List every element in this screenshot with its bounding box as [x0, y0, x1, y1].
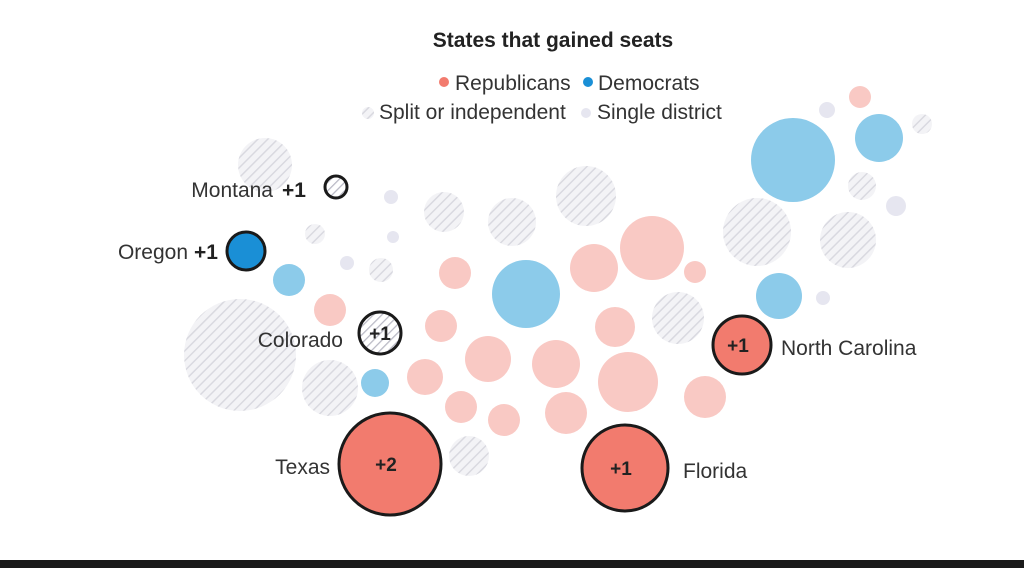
bubble-democrat	[361, 369, 389, 397]
bubble-single-district	[819, 102, 835, 118]
bubble-democrat	[273, 264, 305, 296]
legend-swatch-democrats	[583, 77, 593, 87]
bubble-republican	[684, 261, 706, 283]
bubble-republican	[545, 392, 587, 434]
bubble-republican	[598, 352, 658, 412]
bottom-rule	[0, 560, 1024, 568]
bubble-republican	[407, 359, 443, 395]
bubble-republican	[849, 86, 871, 108]
bubble-single-district	[384, 190, 398, 204]
bubble-split	[238, 138, 292, 192]
bubble-split	[184, 299, 296, 411]
legend-label-republicans: Republicans	[455, 72, 571, 95]
state-label-colorado: Colorado	[258, 329, 343, 352]
bubble-split	[449, 436, 489, 476]
bubble-oregon	[225, 230, 267, 272]
bubble-republican	[570, 244, 618, 292]
bubble-single-district	[816, 291, 830, 305]
bubble-split	[302, 360, 358, 416]
bubble-republican	[532, 340, 580, 388]
chart-title: States that gained seats	[433, 29, 673, 52]
bubble-republican	[439, 257, 471, 289]
legend-swatch-split	[362, 107, 374, 119]
bubble-montana	[323, 174, 349, 200]
legend-swatch-single	[581, 108, 591, 118]
bubble-split	[912, 114, 932, 134]
bubble-split	[369, 258, 393, 282]
bubble-single-district	[340, 256, 354, 270]
state-label-montana: Montana	[191, 179, 273, 202]
bubble-split	[652, 292, 704, 344]
bubble-split	[305, 224, 325, 244]
bubble-single-district	[387, 231, 399, 243]
bubble-republican	[595, 307, 635, 347]
bubble-republican	[488, 404, 520, 436]
bubble-democrat	[751, 118, 835, 202]
bubble-split	[488, 198, 536, 246]
bubble-florida	[580, 423, 670, 513]
bubble-split	[848, 172, 876, 200]
seat-change-montana: +1	[282, 179, 306, 202]
bubble-split	[820, 212, 876, 268]
seat-change-texas: +2	[375, 455, 397, 476]
seat-change-north-carolina: +1	[727, 336, 749, 357]
legend-label-split: Split or independent	[379, 101, 566, 124]
bubble-republican	[620, 216, 684, 280]
bubble-single-district	[886, 196, 906, 216]
bubble-democrat	[492, 260, 560, 328]
legend: Republicans Democrats Split or independe…	[362, 72, 722, 124]
bubble-republican	[684, 376, 726, 418]
state-label-north-carolina: North Carolina	[781, 337, 917, 360]
bubble-republican	[314, 294, 346, 326]
bubble-colorado	[357, 310, 403, 356]
state-label-oregon: Oregon	[118, 241, 188, 264]
state-label-florida: Florida	[683, 460, 748, 483]
seat-change-florida: +1	[610, 459, 632, 480]
legend-label-democrats: Democrats	[598, 72, 700, 95]
background-bubbles	[184, 86, 932, 476]
bubble-republican	[445, 391, 477, 423]
bubble-democrat	[855, 114, 903, 162]
bubble-republican	[425, 310, 457, 342]
bubble-split	[556, 166, 616, 226]
bubble-democrat	[756, 273, 802, 319]
bubble-split	[723, 198, 791, 266]
gained-states: Montana +1 Oregon +1 +1 Colorado +1 Nort…	[118, 174, 917, 517]
bubble-republican	[465, 336, 511, 382]
seat-change-colorado: +1	[369, 324, 391, 345]
bubble-texas	[337, 411, 443, 517]
legend-swatch-republicans	[439, 77, 449, 87]
bubble-north-carolina	[711, 314, 773, 376]
state-label-texas: Texas	[275, 456, 330, 479]
legend-label-single: Single district	[597, 101, 722, 124]
seat-change-oregon: +1	[194, 241, 218, 264]
bubble-split	[424, 192, 464, 232]
